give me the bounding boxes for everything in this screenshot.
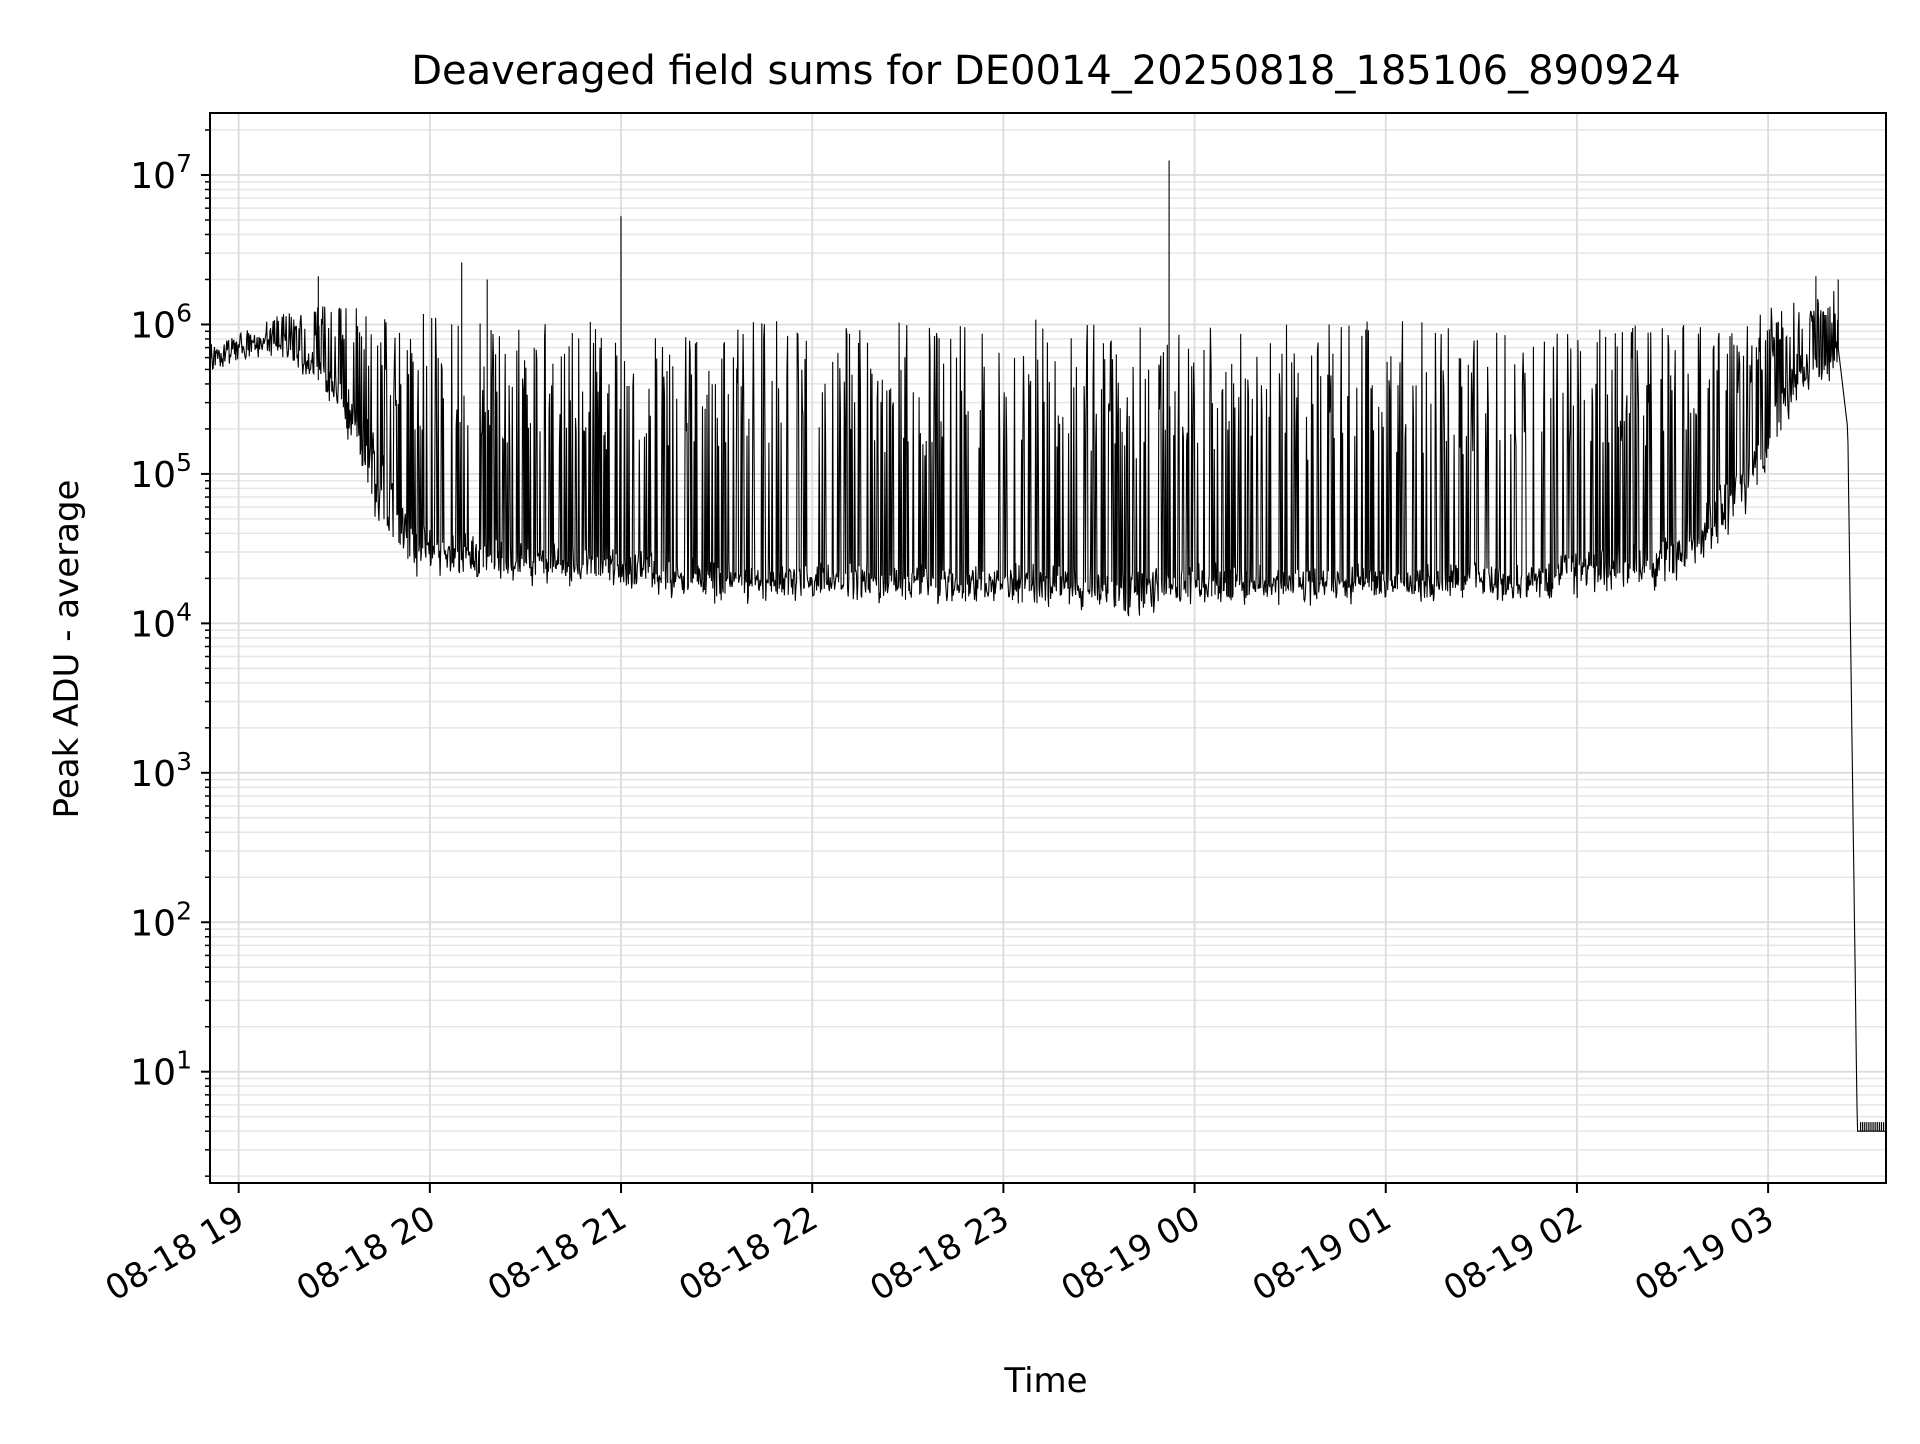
x-axis-label: Time	[1003, 1361, 1087, 1401]
y-tick-label: 103	[130, 747, 192, 795]
y-tick-label: 101	[130, 1046, 192, 1094]
chart-title: Deaveraged field sums for DE0014_2025081…	[411, 48, 1681, 94]
y-tick-label: 106	[130, 298, 192, 346]
series-layer	[209, 160, 1886, 1132]
y-axis: 101 102 103 104 105 106 107	[130, 129, 210, 1177]
y-axis-label: Peak ADU - average	[47, 480, 87, 819]
y-tick-label: 105	[130, 448, 192, 496]
y-tick-label: 104	[130, 597, 192, 645]
plot-frame	[209, 112, 1887, 1184]
series-line	[209, 160, 1886, 1132]
y-tick-label: 102	[130, 896, 192, 944]
y-tick-label: 107	[130, 149, 192, 197]
